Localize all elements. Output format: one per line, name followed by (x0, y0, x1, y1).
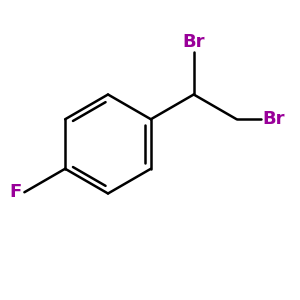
Text: Br: Br (182, 33, 205, 51)
Text: F: F (9, 183, 21, 201)
Text: Br: Br (263, 110, 285, 128)
